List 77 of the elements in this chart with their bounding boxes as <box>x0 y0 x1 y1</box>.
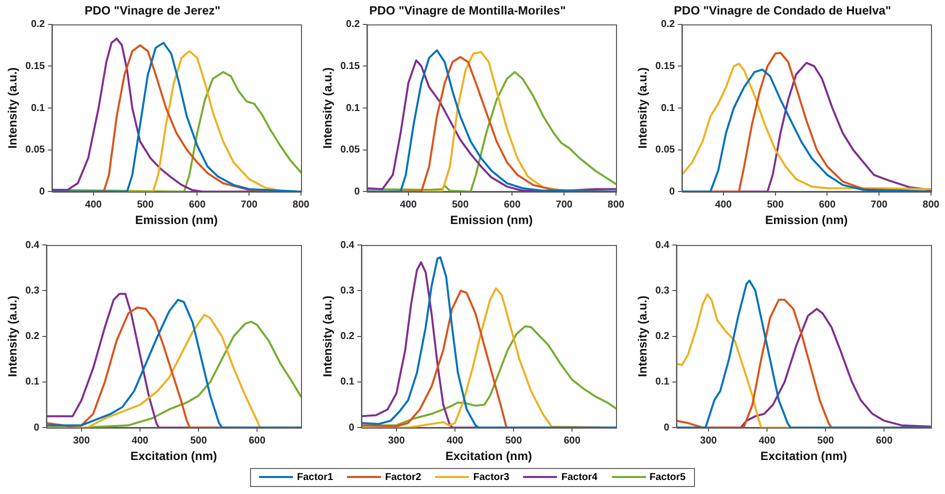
y-tick-label: 0.3 <box>340 285 355 296</box>
y-tick-label: 0 <box>669 186 676 198</box>
y-tick-label: 0.1 <box>340 376 355 388</box>
chart-title: PDO "Vinagre de Condado de Huelva" <box>674 4 892 18</box>
x-tick-label: 600 <box>818 199 836 210</box>
y-tick-label: 0.1 <box>30 102 46 114</box>
x-tick-label: 700 <box>240 199 258 210</box>
x-tick-label: 700 <box>556 199 573 210</box>
x-tick-label: 800 <box>922 199 940 210</box>
y-tick-label: 0.15 <box>340 60 360 72</box>
x-tick-label: 500 <box>452 199 470 210</box>
x-tick-label: 400 <box>400 199 418 210</box>
y-tick-label: 0.4 <box>340 240 355 251</box>
y-tick-label: 0 <box>354 186 360 198</box>
y-tick-label: 0.2 <box>655 331 670 342</box>
x-tick-label: 600 <box>876 435 893 446</box>
y-tick-label: 0.2 <box>660 19 676 30</box>
x-tick-label: 400 <box>132 435 149 446</box>
x-axis-title: Excitation (nm) <box>445 449 532 464</box>
y-tick-label: 0.3 <box>25 285 40 296</box>
y-axis-title: Intensity (a.u.) <box>636 67 650 149</box>
y-tick-label: 0.05 <box>340 144 360 156</box>
x-tick-label: 500 <box>505 435 522 446</box>
y-tick-label: 0 <box>348 422 355 434</box>
x-axis-title: Excitation (nm) <box>760 449 847 464</box>
y-tick-label: 0.05 <box>25 144 46 156</box>
x-tick-label: 400 <box>758 435 776 446</box>
chart-title: PDO "Vinagre de Jerez" <box>84 4 220 18</box>
x-axis-title: Emission (nm) <box>135 213 218 228</box>
y-tick-label: 0 <box>34 422 40 434</box>
x-tick-label: 800 <box>292 199 310 210</box>
legend-label: Factor3 <box>473 472 510 483</box>
y-tick-label: 0.3 <box>655 285 670 296</box>
x-tick-label: 300 <box>388 435 406 446</box>
y-axis-title: Intensity (a.u.) <box>320 67 335 149</box>
x-axis-title: Emission (nm) <box>450 213 533 228</box>
x-tick-label: 600 <box>564 435 581 446</box>
legend-label: Factor4 <box>561 472 598 483</box>
chart-title: PDO "Vinagre de Montilla-Moriles" <box>369 4 566 18</box>
x-axis-title: Emission (nm) <box>765 213 848 228</box>
y-tick-label: 0.4 <box>25 240 40 251</box>
y-tick-label: 0 <box>664 422 670 434</box>
y-tick-label: 0.15 <box>655 60 676 72</box>
x-tick-label: 800 <box>608 199 625 210</box>
y-tick-label: 0.2 <box>30 19 46 30</box>
x-tick-label: 300 <box>700 435 718 446</box>
legend-label: Factor2 <box>385 472 422 483</box>
x-tick-label: 300 <box>73 435 90 446</box>
legend-label: Factor1 <box>297 472 334 483</box>
x-tick-label: 400 <box>446 435 464 446</box>
x-tick-label: 400 <box>715 199 732 210</box>
x-tick-label: 500 <box>136 199 154 210</box>
y-tick-label: 0.2 <box>340 331 355 342</box>
x-tick-label: 600 <box>504 199 521 210</box>
y-tick-label: 0.05 <box>655 144 676 156</box>
y-tick-label: 0.2 <box>346 19 360 30</box>
x-tick-label: 500 <box>766 199 784 210</box>
x-tick-label: 600 <box>188 199 206 210</box>
x-tick-label: 500 <box>817 435 834 446</box>
y-axis-title: Intensity (a.u.) <box>6 67 20 149</box>
x-tick-label: 600 <box>248 435 266 446</box>
y-tick-label: 0.1 <box>660 102 676 114</box>
x-tick-label: 700 <box>870 199 888 210</box>
y-tick-label: 0.1 <box>655 376 670 388</box>
x-axis-title: Excitation (nm) <box>130 449 217 464</box>
x-tick-label: 400 <box>85 199 102 210</box>
x-tick-label: 500 <box>190 435 208 446</box>
y-tick-label: 0.15 <box>25 60 46 72</box>
y-axis-title: Intensity (a.u.) <box>636 296 650 377</box>
y-tick-label: 0.2 <box>25 331 40 342</box>
y-tick-label: 0.1 <box>346 102 360 114</box>
legend-label: Factor5 <box>650 472 686 483</box>
y-axis-title: Intensity (a.u.) <box>320 296 335 377</box>
y-tick-label: 0.1 <box>25 376 40 388</box>
y-tick-label: 0 <box>39 186 46 198</box>
y-axis-title: Intensity (a.u.) <box>6 296 20 377</box>
y-tick-label: 0.4 <box>655 240 670 251</box>
